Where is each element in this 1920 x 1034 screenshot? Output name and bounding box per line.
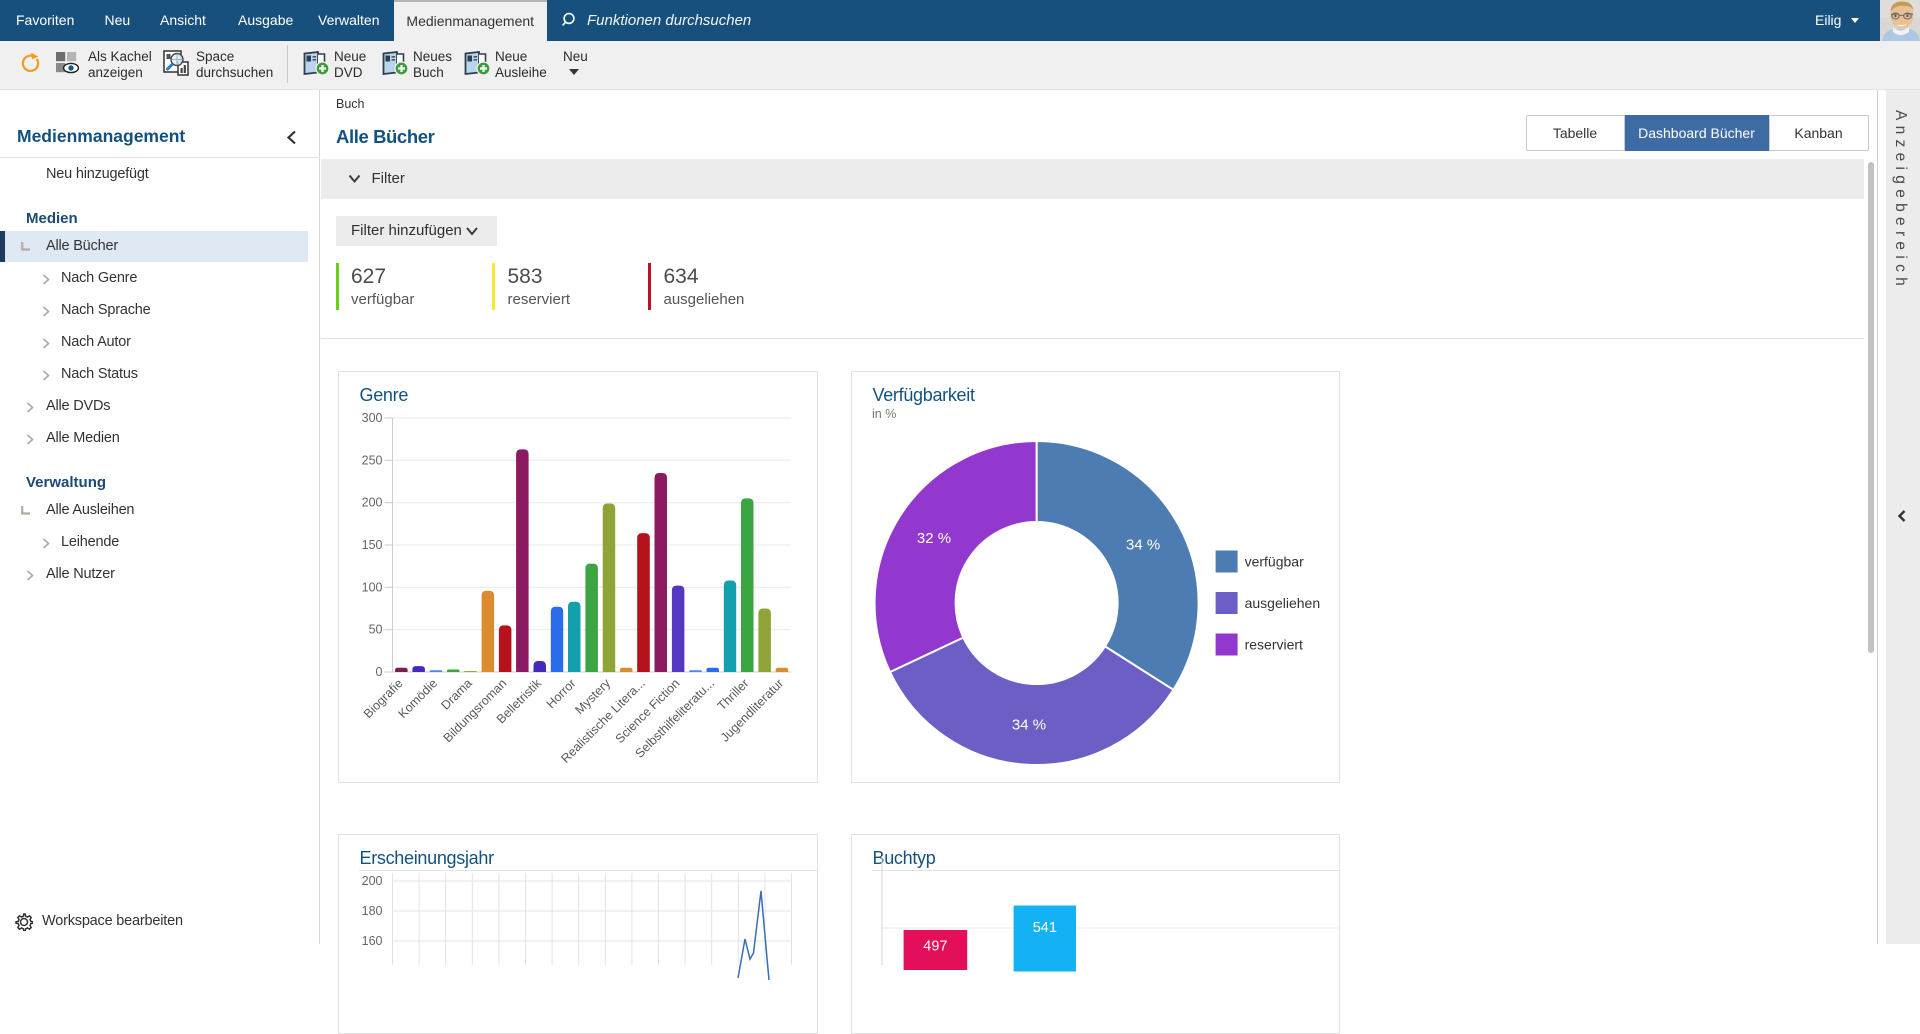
svg-text:50: 50 (368, 623, 382, 637)
svg-text:0: 0 (375, 665, 382, 679)
svg-text:497: 497 (923, 939, 947, 955)
svg-text:200: 200 (361, 496, 382, 510)
svg-text:reserviert: reserviert (1244, 637, 1302, 653)
svg-text:150: 150 (361, 538, 382, 552)
svg-text:250: 250 (361, 453, 382, 467)
svg-text:541: 541 (1032, 920, 1056, 936)
svg-text:verfügbar: verfügbar (1244, 554, 1303, 570)
svg-text:Jugendliteratur: Jugendliteratur (717, 676, 785, 744)
svg-text:34 %: 34 % (1011, 716, 1045, 733)
svg-text:ausgeliehen: ausgeliehen (1244, 595, 1320, 611)
svg-text:300: 300 (361, 411, 382, 425)
svg-text:100: 100 (361, 580, 382, 594)
svg-text:34 %: 34 % (1125, 537, 1159, 554)
svg-text:32 %: 32 % (916, 530, 950, 547)
svg-text:180: 180 (361, 904, 382, 918)
svg-text:200: 200 (361, 874, 382, 888)
svg-text:160: 160 (361, 934, 382, 948)
